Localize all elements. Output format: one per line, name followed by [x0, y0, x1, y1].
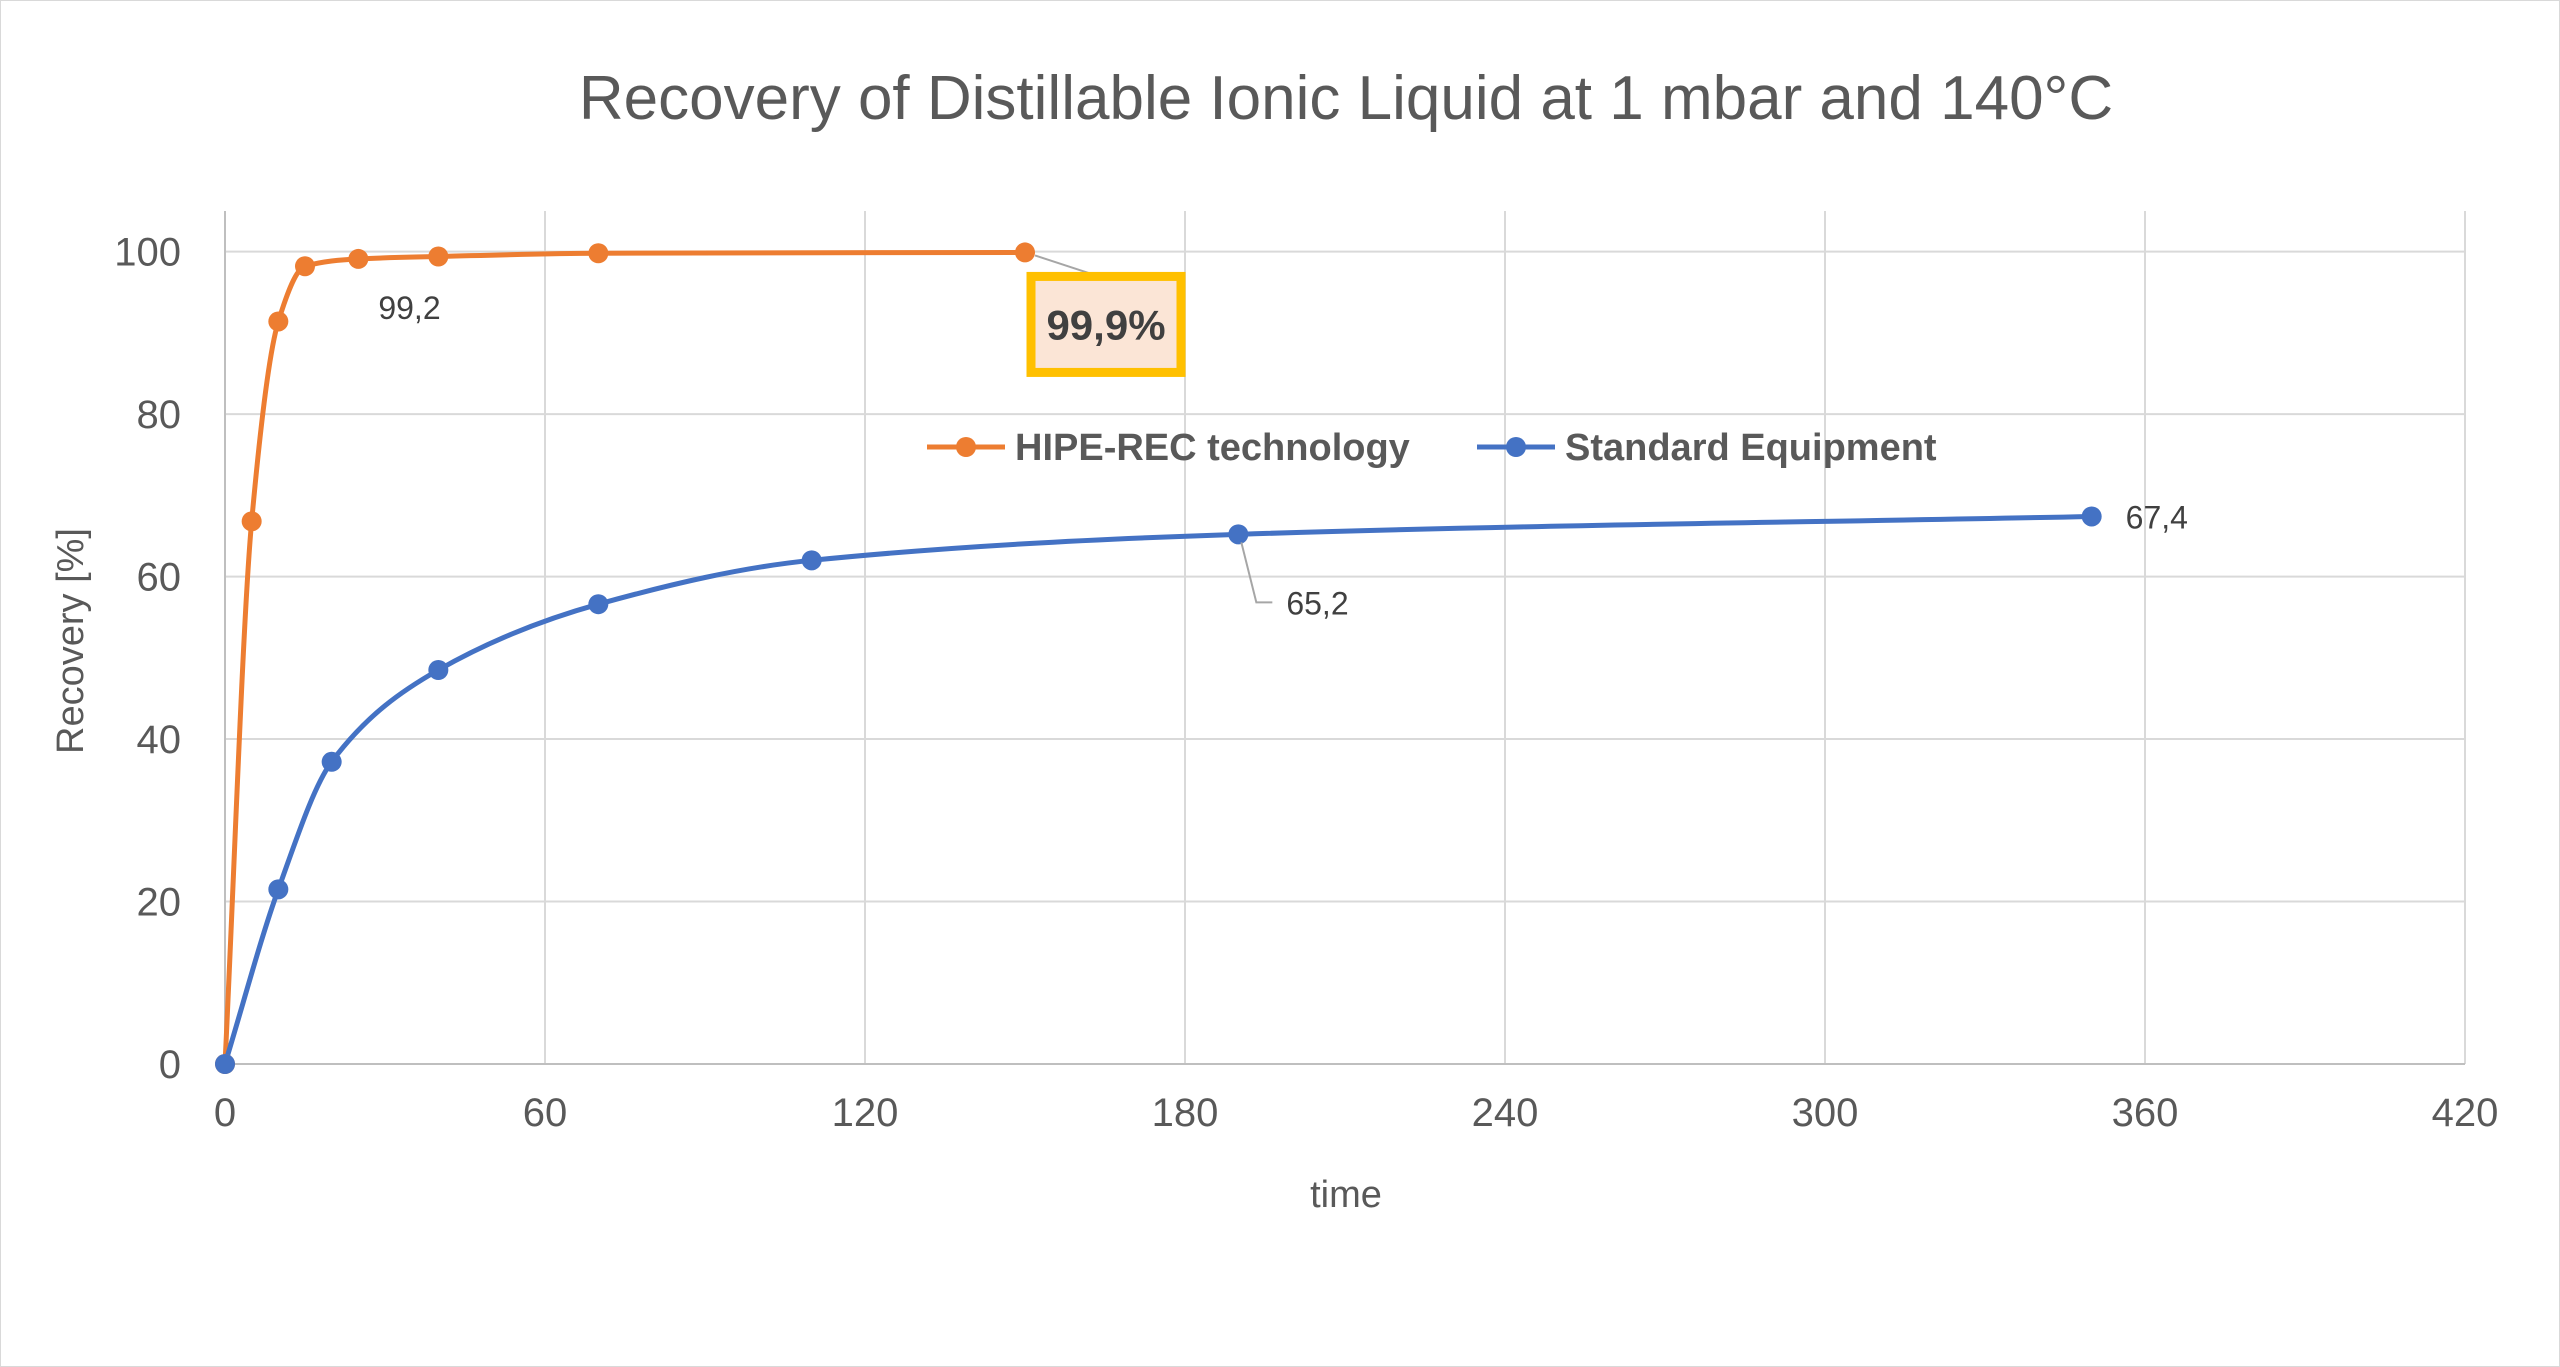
- y-tick-label: 100: [114, 231, 181, 275]
- y-tick-label: 80: [137, 393, 182, 437]
- series-marker-standard-equipment: [588, 594, 609, 615]
- x-tick-label: 420: [2432, 1091, 2499, 1135]
- series-marker-standard-equipment: [321, 751, 342, 772]
- x-axis-title: time: [1310, 1174, 1382, 1216]
- data-labels: 99,2 99,9% 65,2 67,4: [378, 254, 2188, 621]
- x-tick-label: 240: [1472, 1091, 1539, 1135]
- series-marker-standard-equipment: [268, 879, 289, 900]
- data-label-leader-line: [1240, 542, 1273, 604]
- x-tick-label: 120: [832, 1091, 899, 1135]
- series-marker-standard-equipment: [801, 550, 822, 571]
- y-tick-label: 0: [159, 1043, 181, 1087]
- series-marker-standard-equipment: [1228, 524, 1249, 545]
- series-marker-standard-equipment: [2081, 506, 2102, 527]
- series-line-hipe-rec: [222, 249, 1028, 1067]
- series-marker-hipe-rec: [588, 243, 609, 264]
- legend-marker-hipe-rec: [956, 437, 976, 457]
- x-tick-label: 60: [523, 1091, 568, 1135]
- legend-label-standard-equipment: Standard Equipment: [1565, 427, 1937, 469]
- x-tick-label: 180: [1152, 1091, 1219, 1135]
- data-label: 67,4: [2126, 499, 2188, 535]
- legend-label-hipe-rec: HIPE-REC technology: [1015, 427, 1410, 469]
- series-markers: [215, 242, 2102, 1074]
- series-marker-hipe-rec: [241, 511, 262, 532]
- callout-leader-line: [1034, 254, 1094, 276]
- x-tick-label: 300: [1792, 1091, 1859, 1135]
- data-label: 65,2: [1286, 585, 1348, 621]
- legend: HIPE-REC technology Standard Equipment: [927, 427, 1937, 469]
- chart-title: Recovery of Distillable Ionic Liquid at …: [579, 64, 2113, 133]
- series-lines: [222, 249, 2095, 1067]
- gridlines: [225, 211, 2466, 1064]
- callout-box: [1026, 271, 1186, 377]
- y-tick-label: 20: [137, 881, 182, 925]
- series-marker-hipe-rec: [1015, 242, 1035, 263]
- y-tick-label: 60: [137, 556, 182, 600]
- series-marker-hipe-rec: [268, 311, 289, 332]
- y-axis-title: Recovery [%]: [50, 528, 92, 754]
- x-tick-label: 360: [2112, 1091, 2179, 1135]
- series-marker-hipe-rec: [348, 248, 369, 269]
- legend-marker-standard-equipment: [1506, 437, 1526, 457]
- series-marker-hipe-rec: [428, 246, 449, 267]
- series-marker-standard-equipment: [215, 1054, 235, 1074]
- callout-label: 99,9%: [1046, 301, 1165, 348]
- y-tick-label: 40: [137, 718, 182, 762]
- x-tick-label: 0: [214, 1091, 236, 1135]
- series-line-standard-equipment: [222, 513, 2095, 1067]
- series-marker-standard-equipment: [428, 659, 449, 680]
- axes: 0 20 40 60 80 100 0 60 120 180 240 300 360 420: [114, 211, 2498, 1135]
- data-label: 99,2: [378, 290, 440, 326]
- series-marker-hipe-rec: [295, 256, 315, 277]
